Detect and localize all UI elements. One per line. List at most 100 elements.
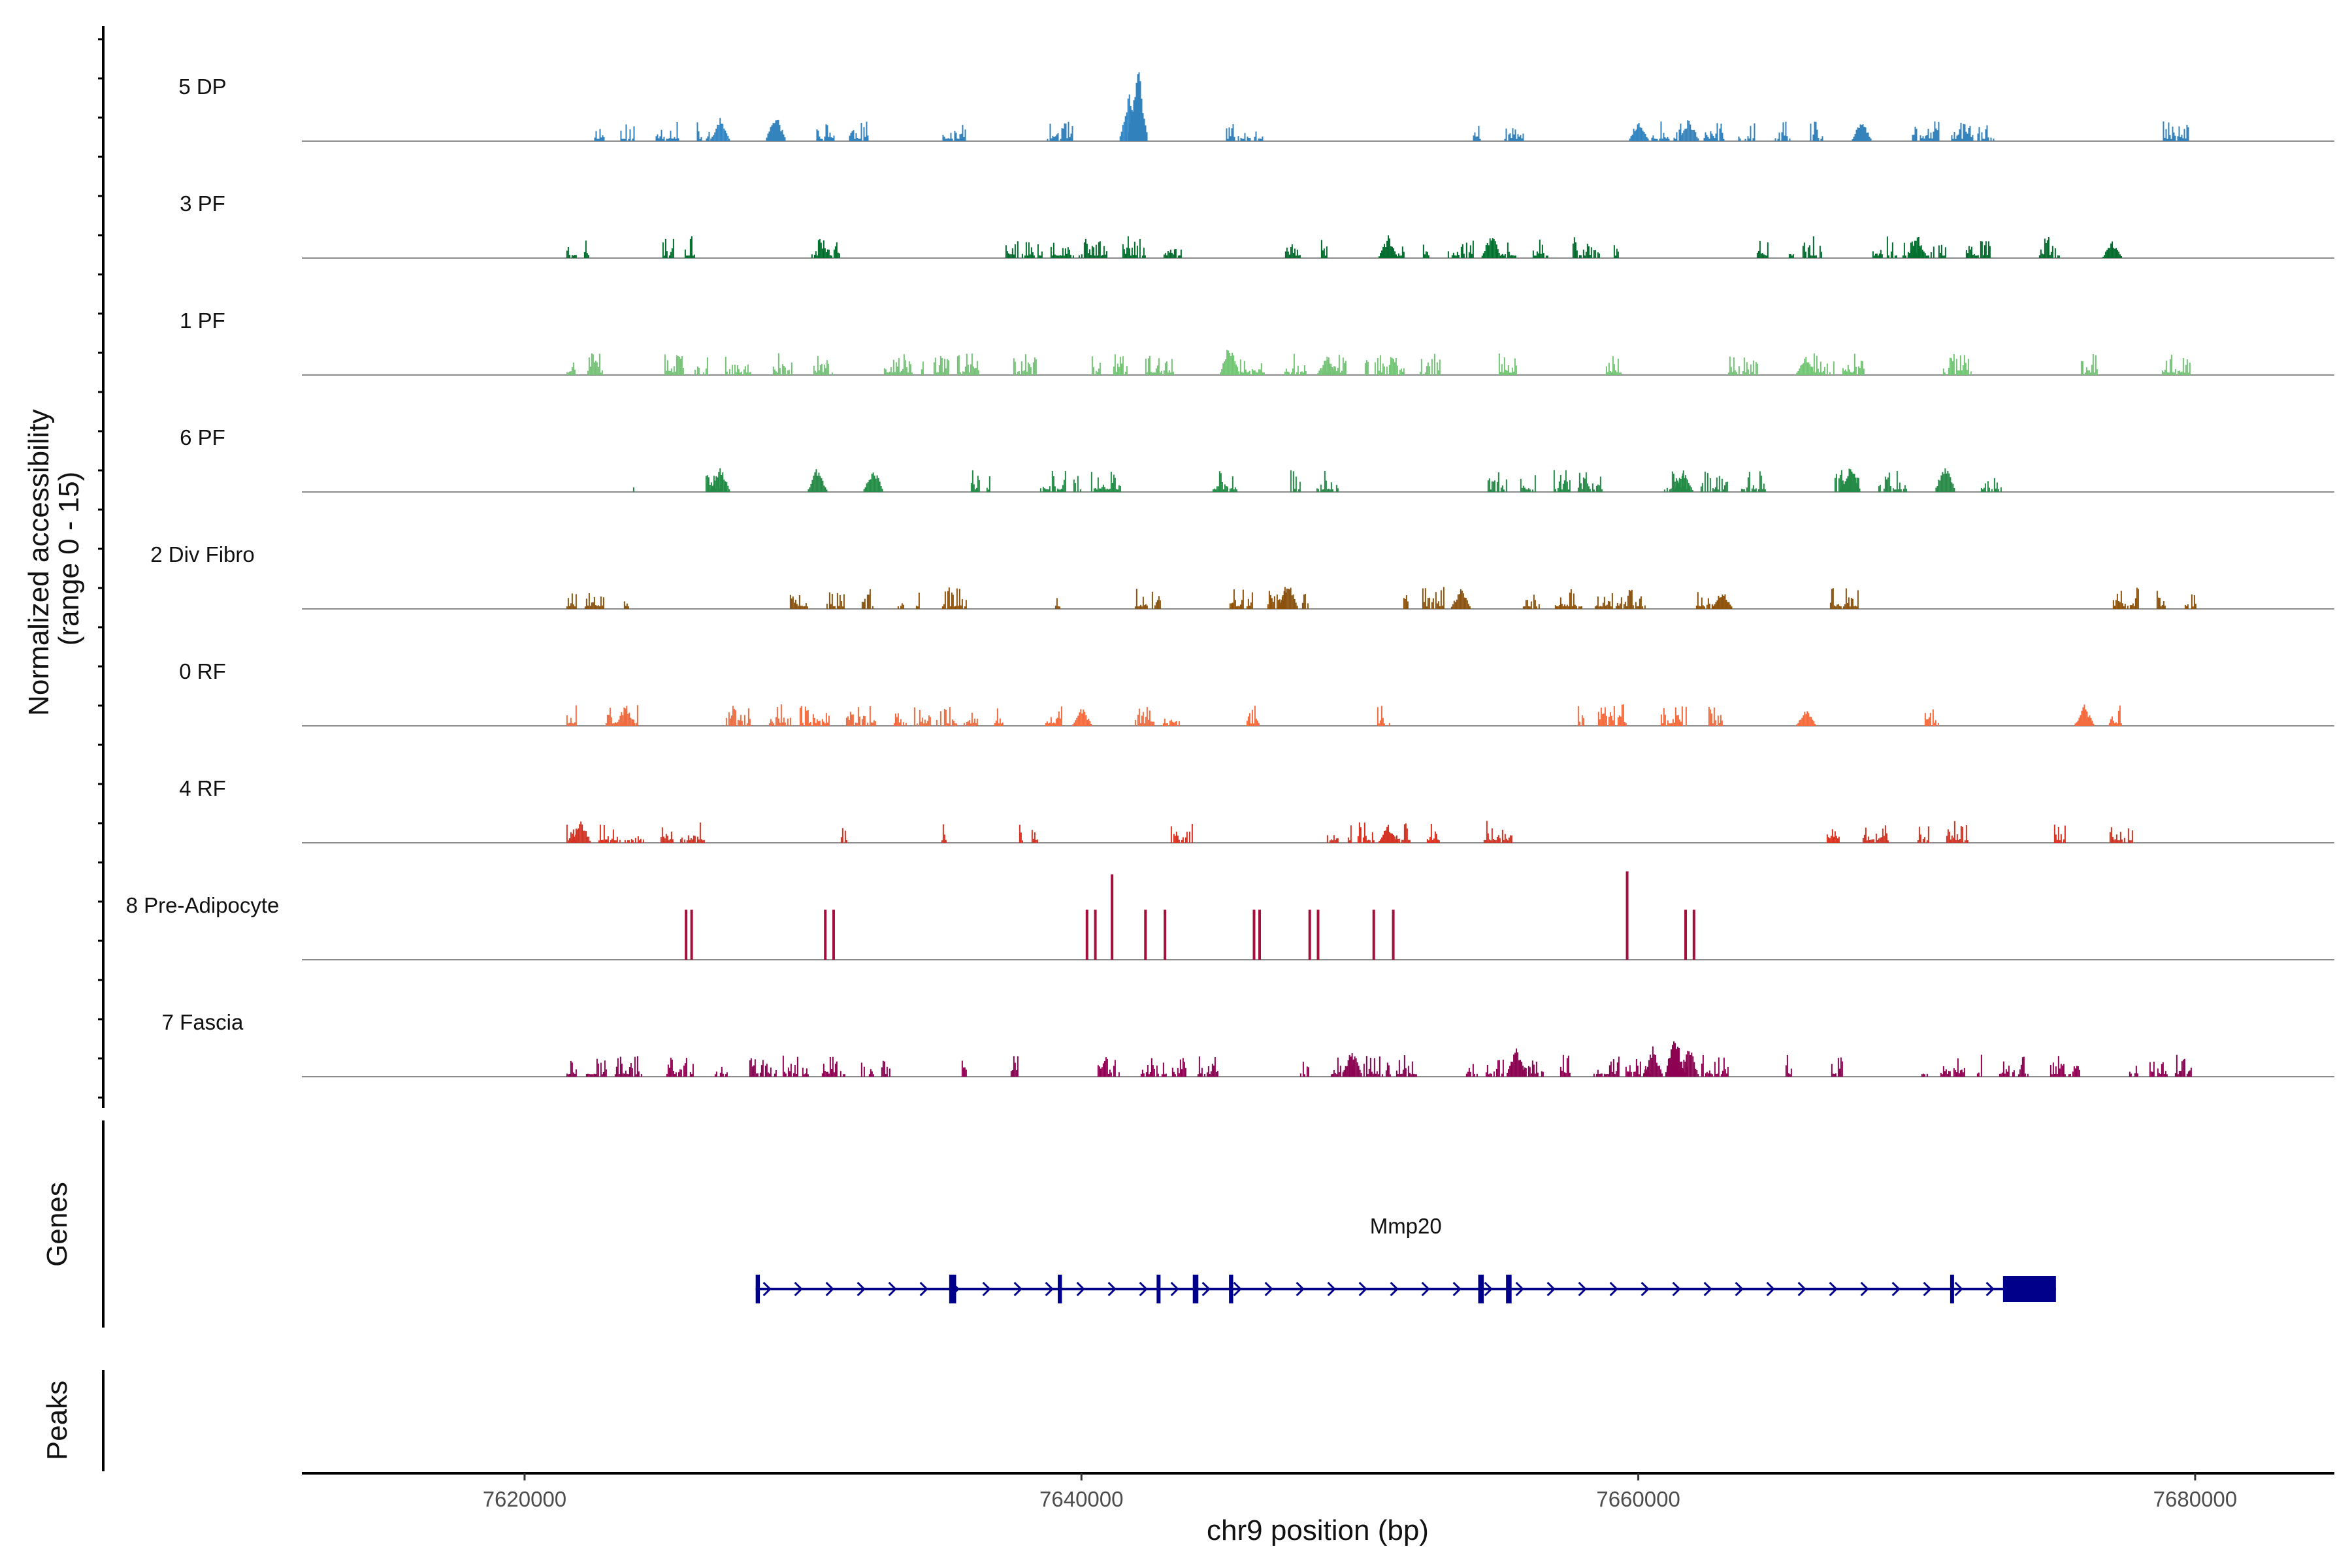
coverage-bar bbox=[1496, 836, 1498, 843]
coverage-bar bbox=[1141, 255, 1143, 258]
coverage-bar bbox=[1876, 253, 1878, 258]
coverage-bar bbox=[1569, 593, 1571, 609]
coverage-bar bbox=[1833, 1073, 1835, 1077]
coverage-peak-bar bbox=[1394, 251, 1396, 258]
coverage-bar bbox=[1569, 1072, 1571, 1077]
coverage-peak-bar bbox=[1796, 724, 1798, 726]
coverage-peak-bar bbox=[1090, 723, 1092, 726]
coverage-bar bbox=[1381, 1074, 1383, 1077]
coverage-peak-bar bbox=[617, 722, 619, 726]
coverage-peak-bar bbox=[1659, 1069, 1661, 1077]
coverage-bar bbox=[602, 840, 604, 843]
coverage-peak-bar bbox=[1088, 719, 1090, 726]
coverage-peak bbox=[1684, 909, 1688, 960]
coverage-bar bbox=[1326, 835, 1328, 843]
coverage-peak-bar bbox=[1808, 713, 1810, 726]
coverage-bar bbox=[1367, 361, 1369, 375]
coverage-bar bbox=[574, 1073, 576, 1077]
coverage-bar bbox=[1659, 139, 1661, 141]
coverage-bar bbox=[1107, 489, 1109, 492]
coverage-bar bbox=[1588, 246, 1590, 258]
strand-arrow bbox=[1891, 1281, 1901, 1297]
coverage-bar bbox=[962, 371, 964, 375]
coverage-bar bbox=[705, 368, 707, 375]
coverage-bar bbox=[1718, 1057, 1720, 1077]
track-signal bbox=[594, 121, 2189, 141]
gene-exon bbox=[1229, 1275, 1233, 1303]
coverage-bar bbox=[961, 1060, 963, 1077]
coverage-bar bbox=[1788, 254, 1790, 258]
coverage-bar bbox=[662, 242, 664, 258]
coverage-bar bbox=[1565, 470, 1567, 492]
coverage-bar bbox=[1386, 1062, 1388, 1077]
coverage-bar bbox=[1870, 840, 1872, 843]
coverage-peak-bar bbox=[1870, 138, 1872, 141]
coverage-bar bbox=[1398, 1060, 1400, 1077]
gene-exon bbox=[755, 1275, 760, 1303]
coverage-bar bbox=[2180, 137, 2181, 141]
coverage-bar bbox=[1705, 132, 1707, 141]
coverage-bar bbox=[813, 254, 815, 258]
coverage-bar bbox=[973, 368, 975, 375]
coverage-bar bbox=[668, 840, 670, 843]
coverage-bar bbox=[1553, 470, 1555, 492]
coverage-bar bbox=[1704, 471, 1706, 492]
coverage-bar bbox=[1582, 717, 1584, 726]
coverage-peak bbox=[1258, 909, 1262, 960]
coverage-bar bbox=[1624, 722, 1625, 726]
coverage-peak-bar bbox=[864, 487, 866, 492]
coverage-bar bbox=[1565, 1073, 1567, 1077]
coverage-bar bbox=[1443, 587, 1445, 609]
coverage-bar bbox=[614, 722, 616, 726]
coverage-bar bbox=[735, 372, 737, 375]
coverage-peak-bar bbox=[879, 482, 881, 492]
coverage-bar bbox=[2156, 591, 2158, 609]
coverage-bar bbox=[1435, 592, 1437, 609]
coverage-peak-bar bbox=[1493, 238, 1495, 258]
coverage-peak-bar bbox=[784, 137, 786, 141]
coverage-bar bbox=[1674, 482, 1676, 492]
coverage-bar bbox=[586, 253, 588, 258]
coverage-bar bbox=[584, 606, 586, 609]
coverage-bar bbox=[1727, 1066, 1729, 1077]
coverage-bar bbox=[1097, 477, 1099, 492]
coverage-bar bbox=[670, 252, 672, 258]
coverage-peak-bar bbox=[1331, 367, 1333, 375]
coverage-bar bbox=[2115, 834, 2117, 843]
coverage-bar bbox=[796, 604, 798, 609]
coverage-bar bbox=[893, 723, 895, 726]
coverage-bar bbox=[2169, 359, 2171, 375]
coverage-bar bbox=[1503, 357, 1505, 375]
coverage-bar bbox=[2159, 1074, 2161, 1077]
coverage-bar bbox=[1843, 370, 1845, 375]
coverage-bar bbox=[572, 604, 574, 609]
coverage-bar bbox=[941, 840, 943, 843]
coverage-bar bbox=[944, 591, 946, 609]
coverage-bar bbox=[1228, 127, 1230, 141]
coverage-peak-bar bbox=[1385, 830, 1387, 843]
coverage-peak-bar bbox=[1278, 606, 1280, 609]
coverage-bar bbox=[1678, 719, 1680, 726]
coverage-bar bbox=[2082, 361, 2083, 375]
coverage-bar bbox=[834, 246, 836, 258]
coverage-bar bbox=[1504, 253, 1506, 258]
coverage-bar bbox=[1974, 255, 1976, 258]
coverage-bar bbox=[791, 598, 792, 609]
coverage-bar bbox=[768, 723, 770, 726]
coverage-bar bbox=[1715, 133, 1717, 141]
coverage-peak-bar bbox=[1658, 1066, 1660, 1077]
coverage-bar bbox=[1923, 1074, 1925, 1077]
coverage-bar bbox=[589, 606, 591, 609]
coverage-bar bbox=[625, 124, 627, 141]
coverage-bar bbox=[857, 707, 859, 726]
coverage-bar bbox=[1114, 478, 1116, 492]
coverage-bar bbox=[1505, 838, 1507, 843]
coverage-bar bbox=[2164, 137, 2166, 141]
coverage-bar bbox=[1342, 357, 1344, 375]
coverage-peak-bar bbox=[1517, 1052, 1519, 1077]
coverage-bar bbox=[1323, 248, 1325, 258]
coverage-peak-bar bbox=[1686, 128, 1688, 141]
coverage-peak-bar bbox=[1234, 361, 1236, 375]
coverage-bar bbox=[1875, 834, 1877, 843]
